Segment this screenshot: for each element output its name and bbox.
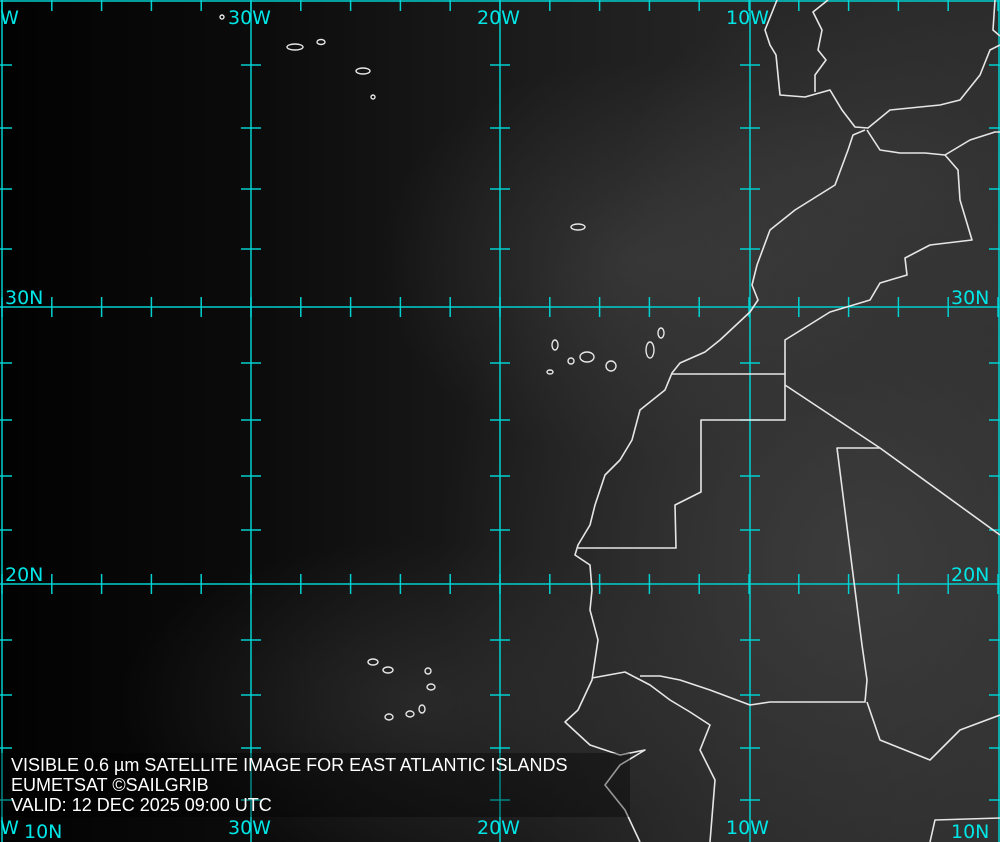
lon-label-top: 30W (228, 7, 271, 29)
island-azores (286, 43, 304, 51)
border-spain-portugal (812, 0, 829, 92)
islands (219, 14, 665, 721)
lon-label-top: 20W (477, 7, 520, 29)
island-azores (355, 67, 371, 75)
island-canary (645, 341, 655, 359)
lon-label-bottom: 0W (0, 817, 19, 839)
coastline-africa-north (866, 129, 1000, 156)
island-canary (546, 369, 554, 375)
island-cape-verde (424, 667, 432, 675)
island-canary (567, 357, 575, 365)
lat-label-right: 20N (951, 564, 990, 586)
caption-credit: EUMETSAT ©SAILGRIB (11, 775, 209, 795)
lon-label-bottom: 30W (228, 817, 271, 839)
lon-label-bottom: 10W (726, 817, 769, 839)
coastline-bottom-right (929, 817, 1000, 842)
island-cape-verde (384, 713, 394, 721)
island-azores (219, 14, 225, 20)
border-western-sahara (578, 373, 786, 549)
lat-label-right: 10N (951, 821, 990, 842)
island-cape-verde (367, 658, 379, 666)
border-mauritania-algeria (784, 384, 1000, 536)
caption-title: VISIBLE 0.6 µm SATELLITE IMAGE FOR EAST … (11, 755, 568, 775)
border-morocco-algeria (784, 154, 973, 374)
island-madeira (570, 223, 586, 231)
lat-label-left: 10N (24, 821, 63, 842)
border-mali-south (866, 701, 1000, 761)
island-cape-verde (405, 710, 415, 718)
lat-label-right: 30N (951, 287, 990, 309)
border-senegal (591, 671, 716, 842)
lon-label-bottom: 20W (477, 817, 520, 839)
lon-label-top: 0W (0, 7, 19, 29)
caption-valid-time: VALID: 12 DEC 2025 09:00 UTC (11, 795, 272, 815)
island-cape-verde (426, 683, 436, 691)
lat-label-left: 30N (5, 287, 44, 309)
coastline-africa-west (564, 129, 866, 842)
island-cape-verde (418, 704, 426, 714)
island-canary (551, 339, 559, 351)
caption-box (0, 753, 630, 817)
island-azores (316, 38, 326, 46)
coastline-portugal (764, 0, 1000, 129)
island-canary (579, 351, 595, 363)
island-azores (370, 94, 376, 100)
coastline-iberia-east (992, 0, 1000, 37)
island-cape-verde (382, 666, 394, 674)
island-canary (605, 360, 617, 372)
lat-label-left: 20N (5, 564, 44, 586)
island-canary (657, 327, 665, 339)
border-mauritania-mali (640, 447, 880, 706)
lon-label-top: 10W (726, 7, 769, 29)
